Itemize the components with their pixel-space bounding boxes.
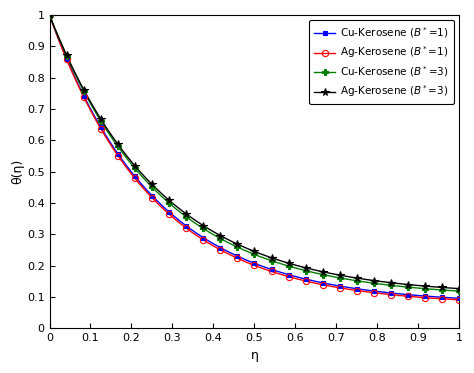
X-axis label: η: η — [250, 349, 258, 362]
Legend: Cu-Kerosene ($B^*$=1), Ag-Kerosene ($B^*$=1), Cu-Kerosene ($B^*$=3), Ag-Kerosene: Cu-Kerosene ($B^*$=1), Ag-Kerosene ($B^*… — [309, 20, 454, 104]
Y-axis label: θ(η): θ(η) — [11, 159, 24, 184]
